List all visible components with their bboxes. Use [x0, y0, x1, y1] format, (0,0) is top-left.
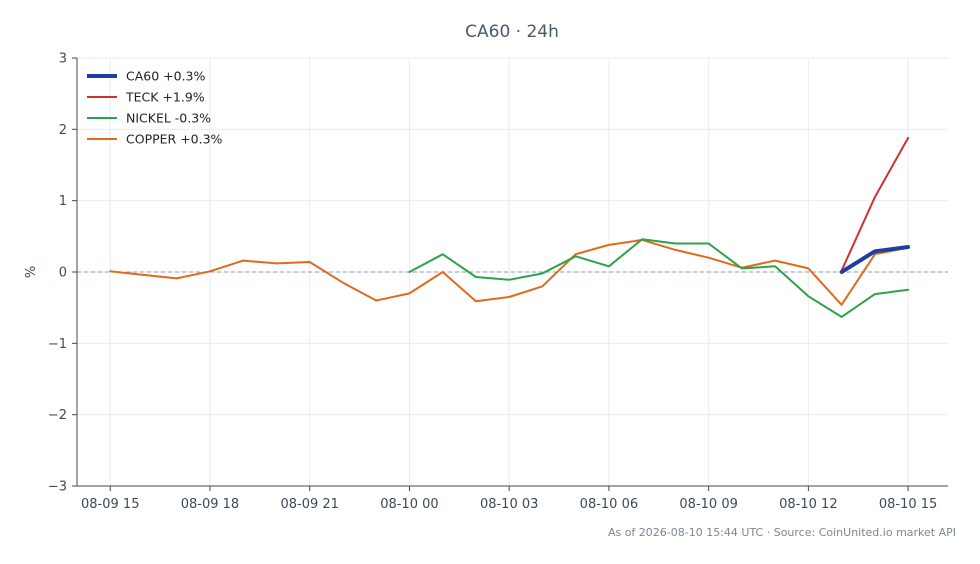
x-tick-label: 08-10 09: [679, 497, 737, 512]
series-line-copper: [109, 238, 910, 306]
x-tick-label: 08-10 15: [879, 497, 937, 512]
x-tick-label: 08-10 00: [380, 497, 438, 512]
series-line-teck: [840, 136, 910, 272]
x-tick-label: 08-09 15: [81, 497, 139, 512]
x-ticks: 08-09 15 08-09 18 08-09 21 08-10 00 08-10 03…: [81, 486, 937, 512]
chart-title: CA60 · 24h: [465, 22, 559, 42]
legend: CA60 +0.3% TECK +1.9% NICKEL -0.3% COPPER +…: [87, 69, 223, 147]
y-tick-label: 2: [59, 123, 67, 138]
y-ticks: −3 −2 −1 0 1 2 3: [48, 52, 77, 495]
y-tick-label: 0: [59, 266, 67, 281]
x-tick-label: 08-10 03: [480, 497, 538, 512]
y-tick-label: −3: [48, 480, 67, 495]
series-line-ca60: [839, 245, 911, 274]
x-tick-label: 08-10 06: [580, 497, 638, 512]
footer-source: As of 2026-08-10 15:44 UTC · Source: Coi…: [607, 526, 956, 539]
series-group: [109, 136, 911, 318]
y-tick-label: −1: [48, 337, 67, 352]
y-tick-label: −2: [48, 408, 67, 423]
x-tick-label: 08-10 12: [779, 497, 837, 512]
y-tick-label: 3: [59, 52, 67, 67]
y-tick-label: 1: [59, 194, 67, 209]
legend-label-copper: COPPER +0.3%: [126, 132, 223, 147]
x-tick-label: 08-09 18: [181, 497, 239, 512]
y-axis-label: %: [24, 266, 39, 278]
legend-label-teck: TECK +1.9%: [125, 90, 205, 105]
legend-label-nickel: NICKEL -0.3%: [126, 111, 211, 126]
x-tick-label: 08-09 21: [280, 497, 338, 512]
series-line-nickel: [408, 238, 910, 318]
legend-label-ca60: CA60 +0.3%: [126, 69, 206, 84]
